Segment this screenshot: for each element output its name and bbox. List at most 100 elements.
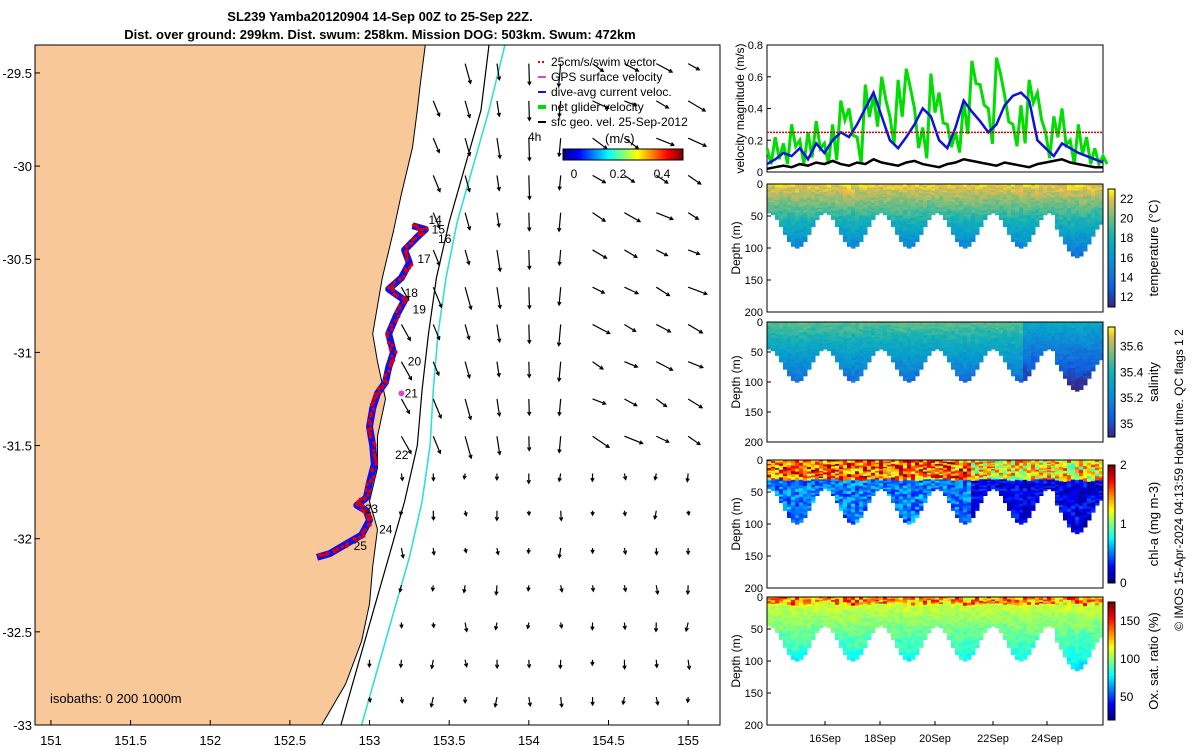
- current-vector: [592, 361, 604, 370]
- section-cell: [887, 326, 892, 329]
- section-cell: [819, 479, 824, 482]
- colorbar-segment: [1108, 239, 1115, 243]
- section-cell: [1027, 366, 1032, 369]
- current-vector-head: [664, 104, 670, 109]
- section-cell: [779, 500, 784, 504]
- section-cell: [879, 197, 884, 199]
- section-cell: [1047, 194, 1052, 197]
- section-cell: [955, 351, 960, 355]
- section-cell: [931, 335, 936, 337]
- section-cell: [807, 343, 812, 347]
- section-cell: [859, 370, 864, 374]
- section-cell: [999, 353, 1004, 356]
- colorbar-segment: [571, 149, 574, 160]
- section-cell: [883, 206, 888, 209]
- section-cell: [959, 353, 964, 358]
- current-vector-head: [494, 591, 499, 596]
- section-cell: [971, 339, 976, 343]
- current-vector-head: [590, 511, 595, 517]
- section-cell: [983, 192, 988, 195]
- section-cell: [1091, 344, 1096, 347]
- section-cell: [791, 234, 796, 239]
- current-vector: [655, 63, 673, 73]
- section-cell: [1051, 327, 1056, 330]
- section-cell: [1087, 362, 1092, 367]
- section-cell: [987, 327, 992, 330]
- section-cell: [975, 206, 980, 210]
- section-cell: [991, 345, 996, 348]
- current-vector-head: [559, 703, 564, 709]
- section-cell: [875, 325, 880, 328]
- section-cell: [847, 468, 852, 472]
- section-cell: [815, 468, 820, 471]
- section-cell: [939, 202, 944, 204]
- section-cell: [951, 232, 956, 235]
- colorbar-tick-label: 35: [1120, 417, 1134, 431]
- section-cell: [1095, 224, 1100, 228]
- section-cell: [1095, 194, 1100, 197]
- section-cell: [1027, 368, 1032, 372]
- section-cell: [1055, 333, 1060, 336]
- current-vector: [656, 249, 668, 257]
- section-cell: [855, 471, 860, 475]
- section-cell: [843, 460, 848, 464]
- section-cell: [1015, 372, 1020, 376]
- section-cell: [803, 197, 808, 201]
- section-cell: [1063, 189, 1068, 193]
- section-cell: [775, 341, 780, 344]
- current-vector-field: [367, 63, 709, 709]
- section-cell: [831, 203, 836, 206]
- current-vector-head: [601, 179, 607, 184]
- section-cell: [999, 184, 1004, 187]
- section-cell: [863, 204, 868, 208]
- colorbar-label: salinity: [1146, 362, 1161, 402]
- section-cell: [771, 341, 776, 344]
- section-cell: [1063, 347, 1068, 351]
- section-cell: [839, 462, 844, 466]
- section-cell: [795, 204, 800, 208]
- section-cell: [863, 462, 868, 466]
- section-cell: [819, 323, 824, 326]
- section-cell: [767, 486, 772, 489]
- section-cell: [1015, 322, 1020, 326]
- section-cell: [879, 208, 884, 211]
- section-cell: [959, 361, 964, 366]
- section-cell: [827, 345, 832, 348]
- section-cell: [1059, 210, 1064, 213]
- section-cell: [775, 460, 780, 463]
- section-cell: [851, 330, 856, 334]
- section-cell: [1023, 198, 1028, 202]
- section-cell: [815, 492, 820, 495]
- section-cell: [895, 367, 900, 370]
- section-cell: [1035, 338, 1040, 341]
- section-cell: [915, 334, 920, 338]
- section-cell: [927, 190, 932, 193]
- section-cell: [859, 236, 864, 240]
- section-cell: [867, 340, 872, 343]
- section-cell: [951, 328, 956, 332]
- section-cell: [775, 493, 780, 496]
- section-cell: [807, 480, 812, 484]
- section-cell: [1039, 329, 1044, 332]
- section-cell: [1099, 218, 1104, 222]
- velocity-ytick-label: 0.8: [748, 40, 763, 52]
- section-cell: [971, 194, 976, 198]
- colorbar-segment: [1108, 387, 1115, 391]
- section-cell: [819, 203, 824, 206]
- section-cell: [803, 199, 808, 203]
- section-cell: [931, 322, 936, 324]
- section-cell: [779, 492, 784, 496]
- current-vector-head: [406, 336, 411, 342]
- section-cell: [767, 475, 772, 478]
- legend-entry: GPS surface velocity: [551, 70, 662, 84]
- section-cell: [851, 365, 856, 369]
- current-vector: [528, 249, 531, 269]
- current-vector: [464, 137, 471, 156]
- section-cell: [847, 516, 852, 520]
- section-cell: [859, 491, 864, 495]
- section-cell: [1031, 358, 1036, 362]
- section-cell: [779, 323, 784, 327]
- section-cell: [839, 358, 844, 362]
- section-cell: [1095, 333, 1100, 336]
- section-cell: [959, 201, 964, 205]
